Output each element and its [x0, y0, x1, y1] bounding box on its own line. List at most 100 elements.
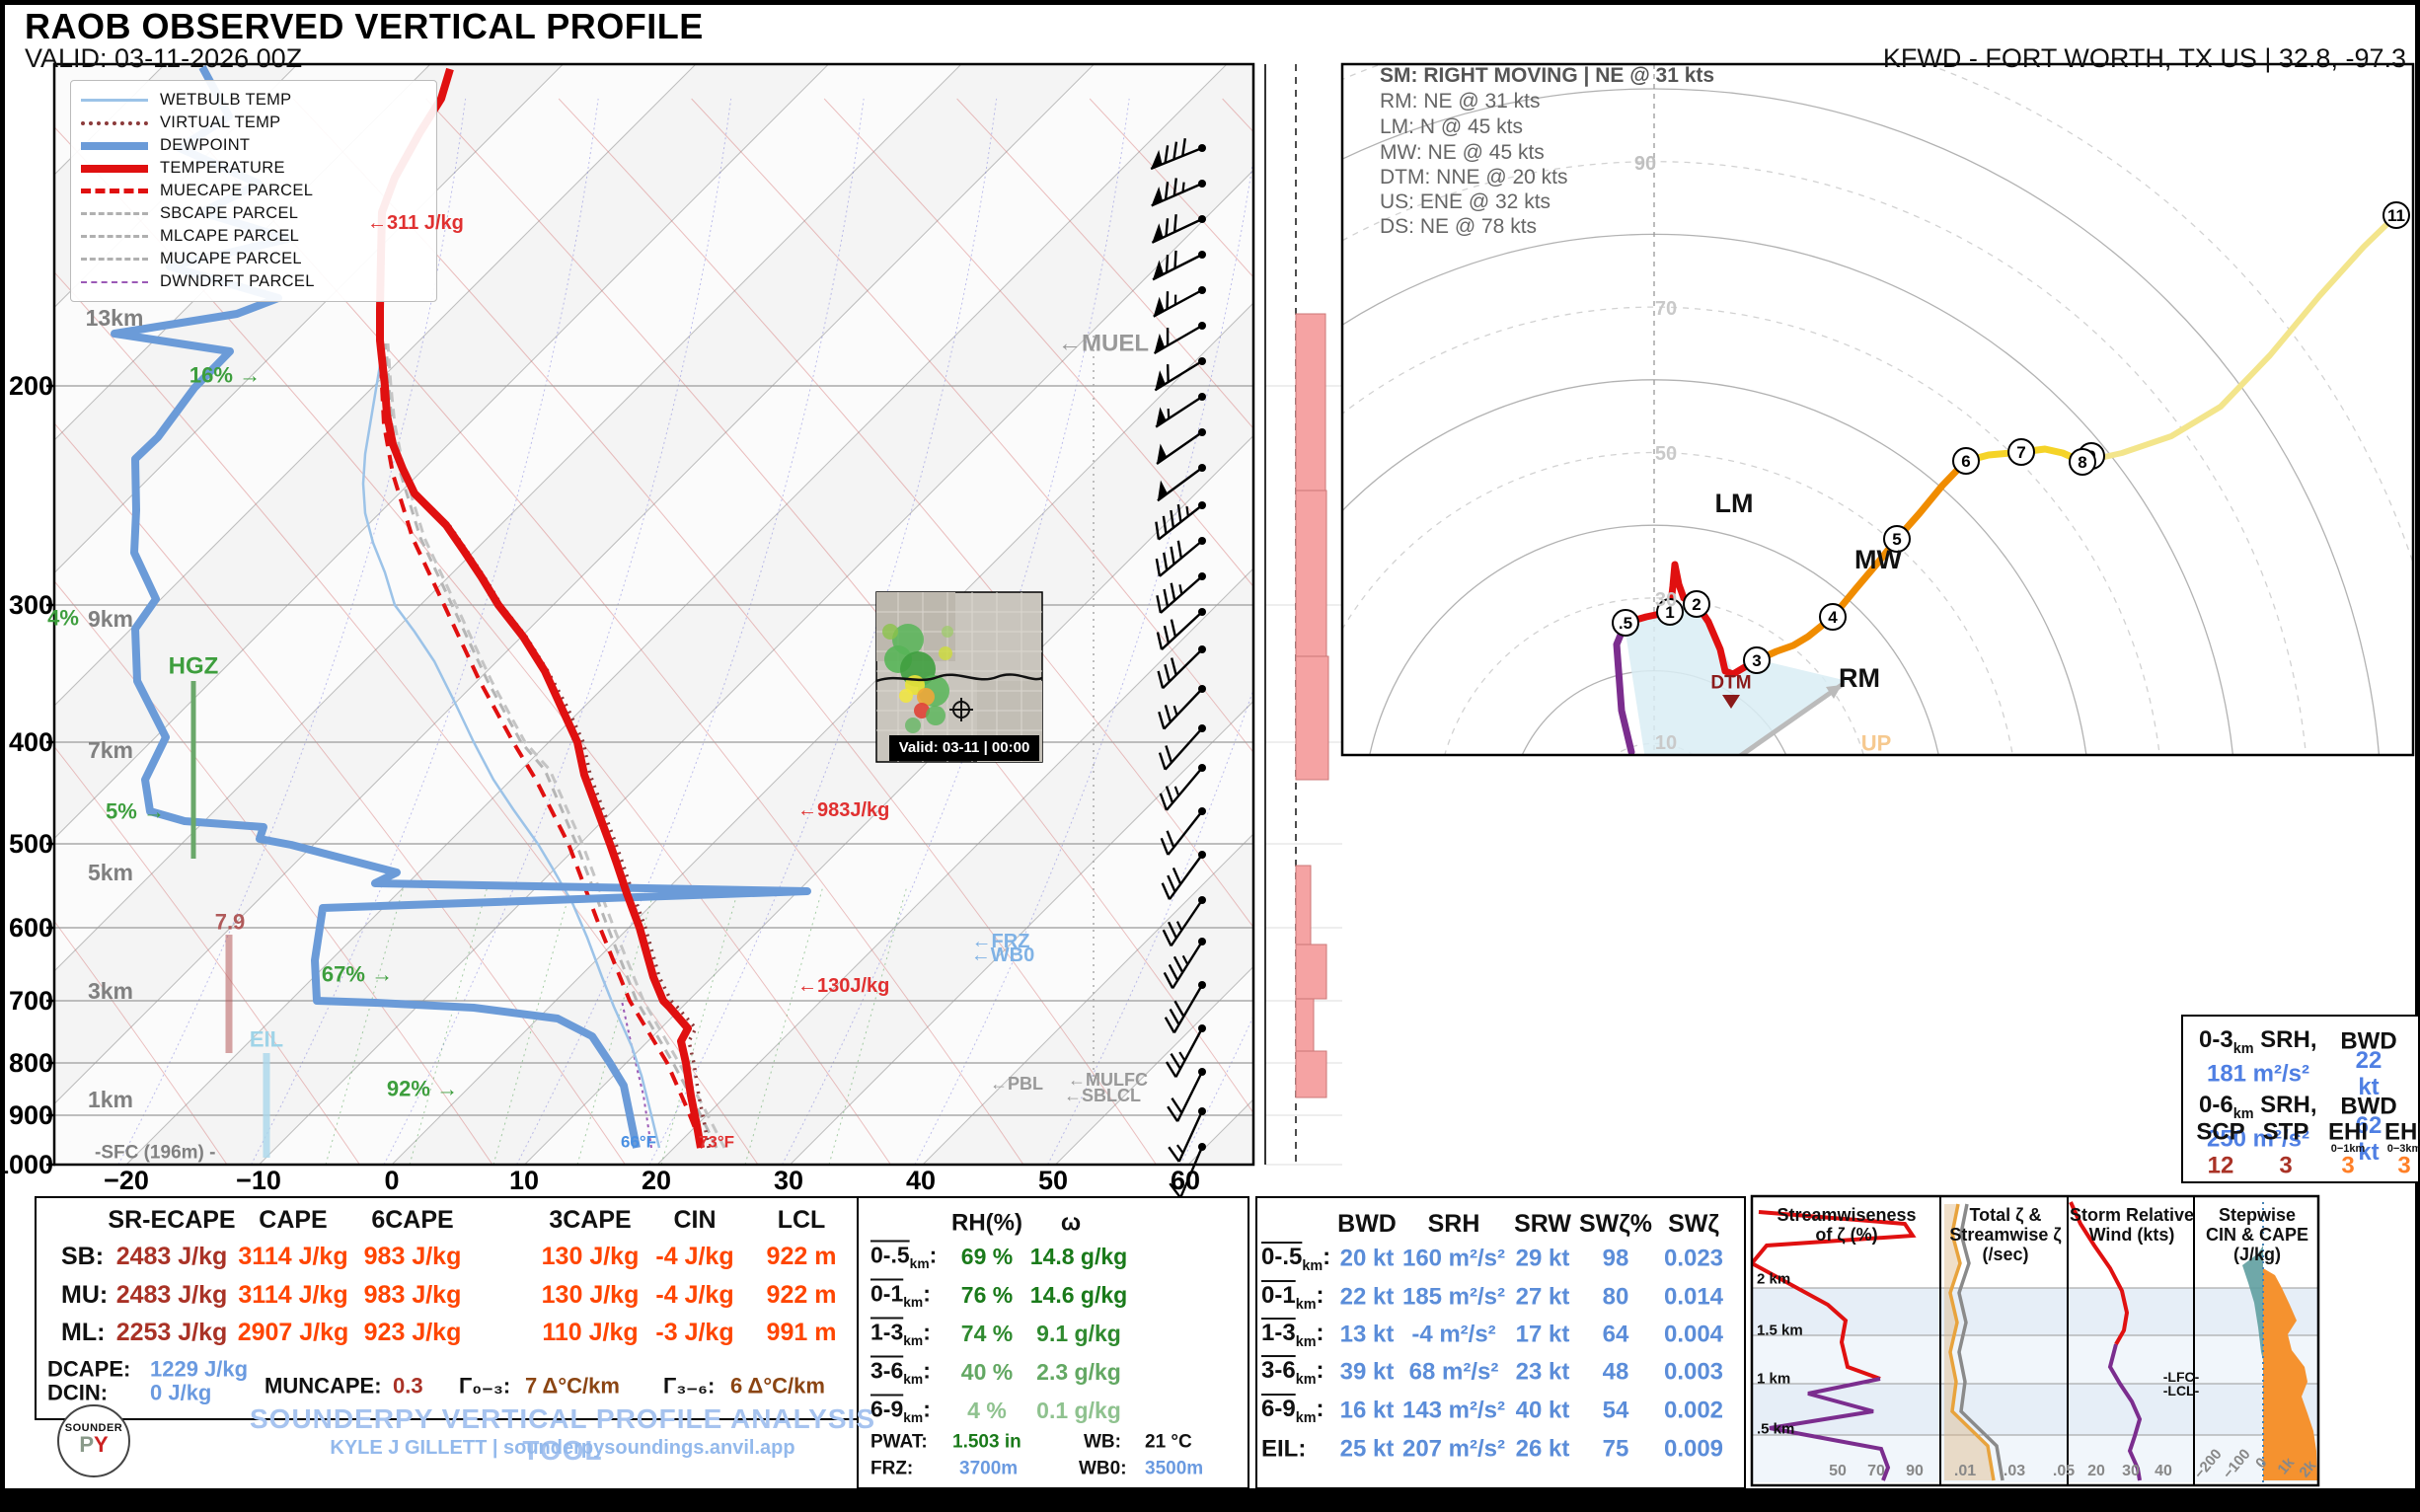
- muncape-value: 0.3: [393, 1373, 423, 1399]
- thermo-header-cin: CIN: [673, 1206, 717, 1234]
- legend-item-label: DEWPOINT: [160, 136, 251, 154]
- rh-5pct: 5% →: [106, 798, 165, 824]
- pwat-label: PWAT:: [870, 1431, 928, 1453]
- thermo-value: -3 J/kg: [655, 1319, 734, 1346]
- p3-lcl-label: -LCL-: [2162, 1383, 2200, 1399]
- svg-text:4: 4: [1828, 608, 1838, 627]
- kinematics-table: [1255, 1196, 1746, 1489]
- svg-text:.5: .5: [1619, 614, 1632, 633]
- kinematics-value: 0.004: [1663, 1321, 1724, 1348]
- p3-tick-30: 30: [2122, 1463, 2140, 1480]
- thermo-row-label-MU: MU:: [61, 1281, 109, 1309]
- srh-box-header: 0-6km SRH,: [2199, 1092, 2317, 1122]
- thermo-value: 130 J/kg: [541, 1243, 640, 1270]
- pressure-label-400: 400: [8, 726, 53, 757]
- frz-annot: ←FRZ: [971, 930, 1030, 952]
- moisture-header-rh: RH(%): [951, 1209, 1022, 1237]
- hodo-ring-10: 10: [1654, 731, 1678, 754]
- hodograph: .512345679811: [1342, 64, 2413, 755]
- srh-box-value-left: 181 m²/s²: [2206, 1060, 2310, 1088]
- panel-height-2km: 2 km: [1757, 1270, 1791, 1288]
- wb-value: 21 °C: [1145, 1431, 1192, 1453]
- pressure-label-700: 700: [8, 985, 53, 1016]
- thermo-value: 3114 J/kg: [238, 1281, 348, 1309]
- moisture-rh-value: 74 %: [960, 1321, 1014, 1347]
- kinematics-row-label: 0-.5km:: [1261, 1244, 1331, 1274]
- sfc-annot: -SFC (196m) -: [95, 1142, 216, 1164]
- thermo-header-cape: CAPE: [259, 1206, 328, 1234]
- kinematics-header-2: SRW: [1514, 1210, 1571, 1238]
- temp-axis--10: −10: [236, 1165, 281, 1195]
- moisture-mixratio-value: 14.8 g/kg: [1029, 1244, 1128, 1270]
- kinematics-value: 207 m²/s²: [1401, 1435, 1506, 1463]
- index-value-ehi-3: 3: [2397, 1152, 2411, 1179]
- footer-credit: KYLE J GILLETT | sounderpysoundings.anvi…: [330, 1437, 795, 1459]
- index-value-scp-0: 12: [2207, 1152, 2234, 1179]
- rh-92pct: 92% →: [386, 1076, 459, 1101]
- sm-line-0: SM: RIGHT MOVING | NE @ 31 kts: [1380, 64, 1715, 88]
- kinematics-value: -4 m²/s²: [1411, 1321, 1496, 1348]
- pbl-annot: ←PBL: [990, 1073, 1043, 1094]
- legend-line-sample: [81, 212, 148, 215]
- index-header-scp-0: SCP: [2196, 1118, 2245, 1146]
- kinematics-value: 75: [1602, 1435, 1629, 1463]
- pressure-label-1000: 1000: [0, 1149, 53, 1179]
- thermo-value: 110 J/kg: [542, 1319, 639, 1346]
- thermo-value: 922 m: [766, 1243, 837, 1270]
- legend-item-label: MLCAPE PARCEL: [160, 227, 300, 245]
- legend-item-label: MUCAPE PARCEL: [160, 250, 302, 267]
- moisture-mixratio-value: 14.6 g/kg: [1029, 1282, 1128, 1309]
- legend-line-sample: [81, 99, 148, 102]
- kinematics-header-0: BWD: [1337, 1210, 1397, 1238]
- srh-box-value-right: 22 kt: [2355, 1047, 2382, 1100]
- temp-axis-0: 0: [384, 1165, 400, 1195]
- sounderpy-logo: SOUNDER PY: [57, 1404, 130, 1477]
- hodo-ring-70: 70: [1654, 297, 1678, 320]
- hodo-mw: MW: [1854, 544, 1902, 574]
- legend-item-sbcape-parcel: SBCAPE PARCEL: [81, 202, 426, 225]
- station-info: KFWD - FORT WORTH, TX US | 32.8, -97.3: [1882, 43, 2406, 73]
- moisture-mixratio-value: 9.1 g/kg: [1036, 1321, 1121, 1347]
- height-9km: 9km: [87, 606, 134, 633]
- pressure-label-500: 500: [8, 828, 53, 859]
- kinematics-row-label: EIL:: [1261, 1435, 1307, 1463]
- legend-item-virtual-temp: VIRTUAL TEMP: [81, 112, 426, 134]
- gamma36-value: 6 Δ°C/km: [730, 1373, 825, 1399]
- legend-line-sample: [81, 120, 148, 125]
- rh-4pct: 4%: [47, 605, 79, 631]
- legend-item-label: DWNDRFT PARCEL: [160, 272, 315, 290]
- legend-item-label: VIRTUAL TEMP: [160, 113, 281, 131]
- moisture-rh-value: 76 %: [960, 1282, 1014, 1309]
- mini-panels: [1750, 1194, 2320, 1487]
- pressure-label-200: 200: [8, 370, 53, 401]
- pressure-label-600: 600: [8, 912, 53, 943]
- kinematics-value: 40 kt: [1515, 1397, 1570, 1424]
- skewt-gridlines: [54, 64, 1253, 1165]
- kinematics-value: 0.003: [1663, 1358, 1724, 1386]
- legend-item-dewpoint: DEWPOINT: [81, 134, 426, 157]
- sm-line-6: DS: NE @ 78 kts: [1380, 215, 1538, 239]
- legend-item-mlcape-parcel: MLCAPE PARCEL: [81, 225, 426, 248]
- dcape-label: DCAPE:: [47, 1356, 131, 1382]
- thermo-row-label-SB: SB:: [61, 1243, 105, 1270]
- wb-label: WB:: [1084, 1431, 1121, 1453]
- kinematics-value: 17 kt: [1515, 1321, 1570, 1348]
- moisture-row-label: 0-1km:: [870, 1280, 931, 1311]
- hodograph-frame: [1340, 62, 2415, 757]
- footer-title: SOUNDERPY VERTICAL PROFILE ANALYSIS TOOL: [250, 1403, 875, 1466]
- p2-tick-05: .05: [2052, 1463, 2076, 1480]
- gamma03-label: Γ₀₋₃:: [459, 1373, 511, 1399]
- logo-text-py: PY: [79, 1432, 109, 1457]
- hodograph-plot-area: [1342, 64, 2413, 755]
- legend-line-sample: [81, 141, 148, 150]
- svg-text:11: 11: [2387, 206, 2405, 225]
- thermo-header-3cape: 3CAPE: [549, 1206, 632, 1234]
- sblcl-annot: ←SBLCL: [1064, 1085, 1141, 1105]
- sfc-dew-f: 66°F: [620, 1132, 657, 1152]
- sm-line-4: DTM: NNE @ 20 kts: [1380, 166, 1568, 189]
- kinematics-value: 23 kt: [1515, 1358, 1570, 1386]
- temp-axis-10: 10: [508, 1165, 540, 1195]
- svg-text:7: 7: [2016, 443, 2025, 462]
- p3-lfc-label: -LFC-: [2162, 1369, 2200, 1386]
